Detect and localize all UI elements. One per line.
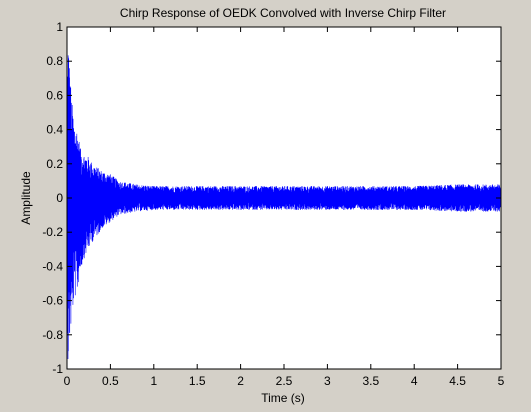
- x-tick-label: 1: [150, 374, 157, 388]
- chart-title: Chirp Response of OEDK Convolved with In…: [120, 6, 446, 20]
- x-tick-label: 5: [498, 374, 505, 388]
- y-tick-label: -1: [52, 362, 63, 376]
- x-tick-label: 2.5: [276, 374, 293, 388]
- y-tick-label: -0.8: [42, 328, 63, 342]
- y-tick-label: 0: [56, 191, 63, 205]
- signal-trace: [66, 55, 502, 359]
- y-axis-label: Amplitude: [19, 171, 33, 225]
- y-axis: -1 -0.8 -0.6 -0.4 -0.2 0 0.2 0.4 0.6 0.8 1: [42, 20, 501, 376]
- x-tick-label: 3: [324, 374, 331, 388]
- x-tick-label: 1.5: [189, 374, 206, 388]
- x-tick-label: 4: [411, 374, 418, 388]
- y-tick-label: 1: [56, 20, 63, 34]
- signal-line: [66, 55, 502, 359]
- y-tick-label: 0.8: [46, 54, 63, 68]
- x-axis-label: Time (s): [261, 391, 305, 405]
- x-tick-label: 2: [237, 374, 244, 388]
- x-tick-label: 0.5: [102, 374, 119, 388]
- y-tick-label: 0.4: [46, 123, 63, 137]
- x-tick-label: 0: [64, 374, 71, 388]
- y-tick-label: -0.6: [42, 294, 63, 308]
- x-axis: 0 0.5 1 1.5 2 2.5 3 3.5 4 4.5 5: [64, 27, 505, 388]
- x-tick-label: 3.5: [362, 374, 379, 388]
- y-tick-label: 0.2: [46, 157, 63, 171]
- x-tick-label: 4.5: [449, 374, 466, 388]
- y-tick-label: -0.4: [42, 259, 63, 273]
- y-tick-label: 0.6: [46, 88, 63, 102]
- y-tick-label: -0.2: [42, 225, 63, 239]
